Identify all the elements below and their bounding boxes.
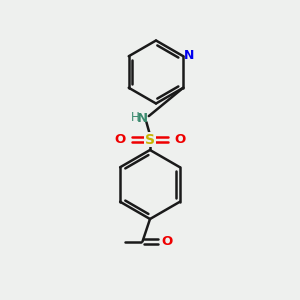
- Text: O: O: [114, 133, 126, 146]
- Text: H: H: [130, 111, 140, 124]
- Text: N: N: [184, 49, 194, 62]
- Text: N: N: [137, 112, 148, 125]
- Text: O: O: [174, 133, 186, 146]
- Text: O: O: [162, 235, 173, 248]
- Text: S: S: [145, 133, 155, 146]
